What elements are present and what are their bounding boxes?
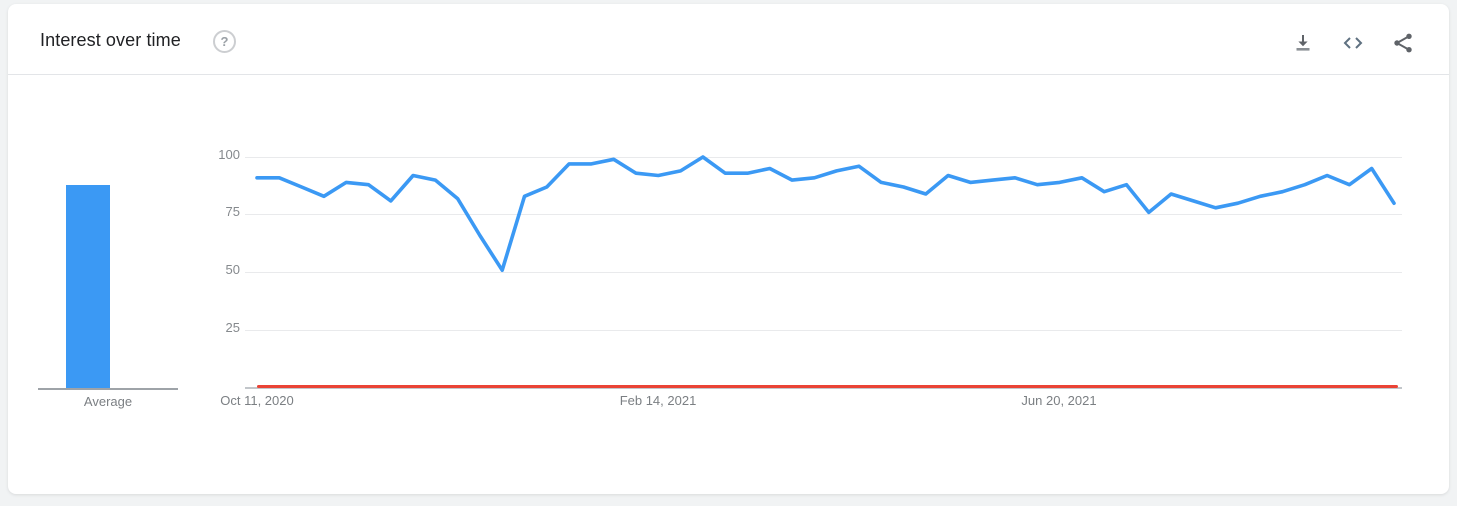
chart-area: Average 100 75 50 25 Oct 11, 2020 Feb 14… [8, 75, 1449, 494]
trend-plot[interactable] [238, 144, 1408, 394]
header-actions [1291, 31, 1415, 55]
average-label: Average [83, 394, 133, 409]
code-icon [1343, 37, 1363, 49]
help-icon[interactable]: ? [213, 30, 236, 53]
secondary-series-line [257, 385, 1398, 388]
gridline-50 [245, 272, 1402, 273]
interest-over-time-card: Interest over time ? [8, 4, 1449, 494]
y-tick-50: 50 [225, 262, 240, 277]
share-icon [1394, 33, 1412, 53]
share-button[interactable] [1391, 31, 1415, 55]
y-tick-100: 100 [218, 147, 240, 162]
card-header: Interest over time ? [8, 4, 1449, 75]
download-button[interactable] [1291, 31, 1315, 55]
x-axis-line [245, 387, 1402, 389]
y-tick-25: 25 [225, 320, 240, 335]
x-tick-feb-14-2021: Feb 14, 2021 [619, 393, 697, 408]
gridline-25 [245, 330, 1402, 331]
gridline-75 [245, 214, 1402, 215]
trend-line [255, 155, 1396, 272]
average-bar[interactable] [66, 185, 110, 388]
y-tick-75: 75 [225, 204, 240, 219]
embed-button[interactable] [1341, 31, 1365, 55]
average-axis-line [38, 388, 178, 390]
x-tick-jun-20-2021: Jun 20, 2021 [1021, 393, 1097, 408]
x-tick-oct-11-2020: Oct 11, 2020 [220, 393, 294, 408]
gridline-100 [245, 157, 1402, 158]
page-title: Interest over time [40, 30, 181, 50]
download-icon [1296, 35, 1310, 51]
